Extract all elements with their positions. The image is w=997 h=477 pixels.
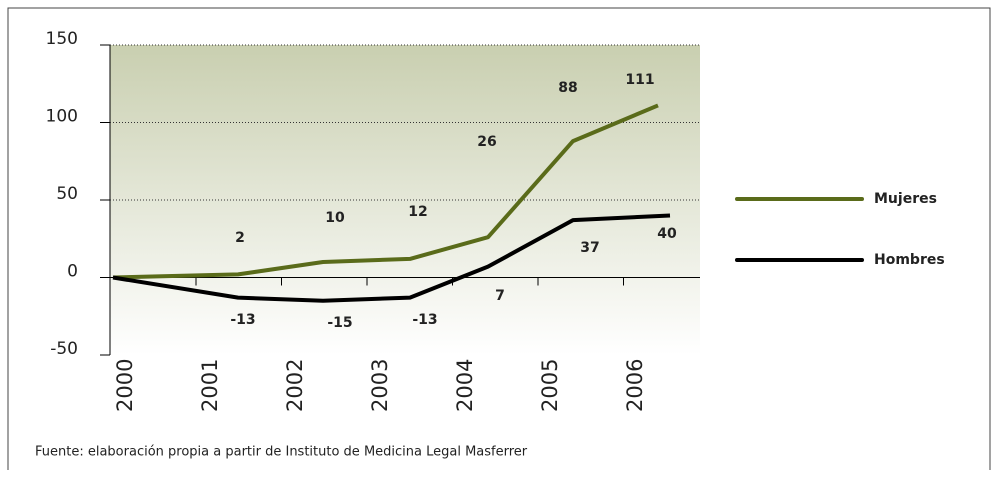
- data-label: 10: [325, 210, 345, 226]
- x-tick-label: 2005: [538, 359, 562, 412]
- source-note: Fuente: elaboración propia a partir de I…: [35, 445, 528, 460]
- data-label: 12: [408, 204, 427, 220]
- x-tick-label: 2000: [113, 359, 137, 412]
- x-tick-label: 2006: [623, 359, 647, 412]
- data-label: -15: [327, 315, 352, 331]
- data-label: 2: [235, 230, 245, 246]
- legend-label: Hombres: [874, 252, 945, 268]
- y-tick-label: 100: [46, 107, 78, 127]
- data-label: 40: [657, 226, 677, 242]
- data-label: 37: [580, 240, 599, 256]
- y-tick-label: 150: [46, 29, 78, 49]
- data-label: 26: [477, 134, 496, 150]
- series-line: [112, 213, 671, 303]
- series-line: [112, 103, 659, 280]
- x-tick-label: 2004: [453, 359, 477, 412]
- x-tick-label: 2003: [368, 359, 392, 412]
- data-label: 111: [625, 72, 654, 88]
- legend-label: Mujeres: [874, 191, 937, 207]
- x-tick-label: 2001: [198, 359, 222, 412]
- y-tick-label: -50: [50, 339, 78, 359]
- frame: [7, 7, 991, 470]
- data-label: 7: [495, 288, 505, 304]
- x-tick-label: 2002: [283, 359, 307, 412]
- data-label: 88: [558, 80, 577, 96]
- y-tick-label: 0: [67, 262, 78, 282]
- data-label: -13: [230, 312, 255, 328]
- data-label: -13: [412, 312, 437, 328]
- y-tick-label: 50: [56, 184, 78, 204]
